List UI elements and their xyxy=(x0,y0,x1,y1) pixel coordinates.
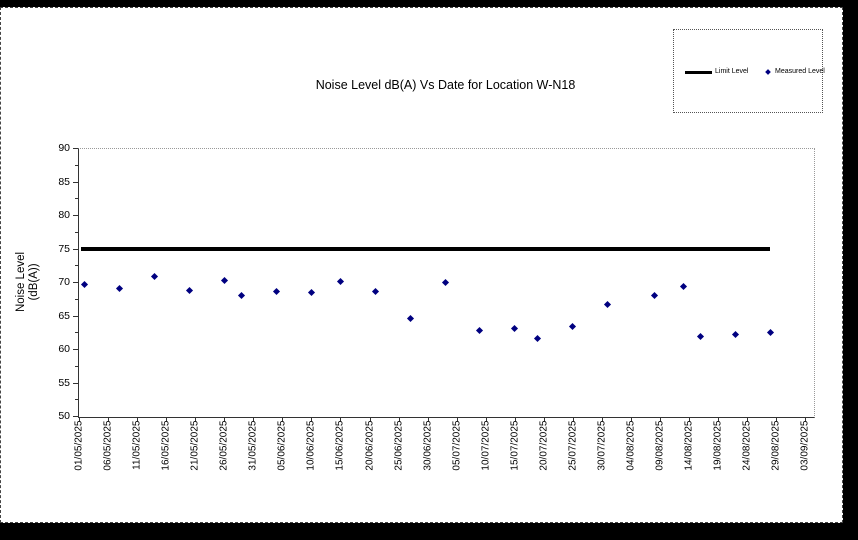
x-axis-tick xyxy=(253,417,255,421)
y-tick-label: 85 xyxy=(58,175,70,188)
y-axis-tick xyxy=(73,215,78,216)
x-axis-tick xyxy=(311,417,313,421)
y-axis-tick xyxy=(73,416,78,417)
y-tick-label: 55 xyxy=(58,376,70,389)
x-tick-label: 06/05/2025 xyxy=(102,420,114,471)
x-tick-label: 26/05/2025 xyxy=(218,420,230,471)
legend-row: Limit Level Measured Level xyxy=(674,30,825,112)
x-axis-tick xyxy=(689,417,691,421)
x-axis-tick xyxy=(660,417,661,421)
x-axis-tick xyxy=(805,417,807,421)
y-axis-tick xyxy=(73,282,78,283)
y-axis-tick xyxy=(73,382,78,384)
y-tick-label: 50 xyxy=(58,410,70,422)
x-tick-label: 30/06/2025 xyxy=(422,420,434,471)
y-axis-minor-tick xyxy=(75,332,78,334)
x-axis-tick xyxy=(108,417,110,421)
x-axis-tick xyxy=(718,417,720,421)
limit-line-legend-swatch xyxy=(685,71,712,74)
x-tick-label: 31/05/2025 xyxy=(247,420,259,471)
x-axis-tick xyxy=(514,417,516,421)
x-axis-tick xyxy=(340,417,342,421)
x-tick-label: 25/07/2025 xyxy=(567,420,579,471)
x-axis-tick xyxy=(485,417,487,421)
y-axis-minor-tick xyxy=(75,265,78,267)
y-axis-minor-tick xyxy=(75,164,78,166)
y-axis-minor-tick xyxy=(75,298,78,300)
x-axis-tick xyxy=(282,417,284,421)
x-axis-tick xyxy=(601,417,603,421)
x-axis-tick xyxy=(543,417,545,421)
x-tick-label: 14/08/2025 xyxy=(683,420,695,471)
y-tick-label: 75 xyxy=(58,242,70,255)
x-tick-label: 11/05/2025 xyxy=(131,420,143,470)
x-tick-label: 20/07/2025 xyxy=(538,420,550,471)
x-tick-label: 19/08/2025 xyxy=(712,420,724,471)
x-tick-label: 25/06/2025 xyxy=(393,420,405,471)
y-axis-tick xyxy=(73,349,78,350)
y-tick-label: 70 xyxy=(58,276,70,288)
x-tick-label: 10/07/2025 xyxy=(480,420,492,471)
x-tick-label: 21/05/2025 xyxy=(189,420,201,471)
y-axis-minor-tick xyxy=(75,231,78,233)
x-tick-label: 20/06/2025 xyxy=(364,420,375,471)
x-axis-tick xyxy=(166,417,168,421)
x-axis-tick xyxy=(137,417,139,421)
y-tick-label: 80 xyxy=(58,209,70,221)
measured-level-diamond-icon xyxy=(765,69,771,75)
x-axis-tick xyxy=(369,417,371,421)
x-axis-tick xyxy=(224,417,226,421)
x-tick-label: 30/07/2025 xyxy=(596,420,608,471)
x-axis-tick xyxy=(79,417,80,421)
x-tick-label: 03/09/2025 xyxy=(799,420,811,471)
x-tick-label: 16/05/2025 xyxy=(160,420,172,471)
x-tick-label: 05/07/2025 xyxy=(451,420,463,471)
x-tick-label: 10/06/2025 xyxy=(305,420,317,471)
y-axis-title-line1: Noise Level xyxy=(15,251,27,313)
legend-measured-label: Measured Level xyxy=(775,68,825,75)
x-tick-label: 24/08/2025 xyxy=(741,420,753,471)
chart-page: Noise Level dB(A) Vs Date for Location W… xyxy=(0,7,843,523)
legend-limit-label: Limit Level xyxy=(715,68,749,75)
y-tick-label: 90 xyxy=(58,142,70,154)
y-axis-minor-tick xyxy=(75,365,78,367)
x-tick-label: 04/08/2025 xyxy=(625,420,637,471)
x-tick-label: 15/06/2025 xyxy=(334,420,346,471)
chart-title: Noise Level dB(A) Vs Date for Location W… xyxy=(315,78,576,92)
y-tick-label: 65 xyxy=(58,309,70,322)
x-axis-tick xyxy=(572,417,574,421)
x-axis-tick xyxy=(630,417,632,421)
x-tick-label: 29/08/2025 xyxy=(770,420,782,471)
x-axis-tick xyxy=(456,417,458,421)
x-axis-tick xyxy=(398,417,400,421)
x-tick-label: 15/07/2025 xyxy=(509,420,521,471)
x-tick-label: 09/08/2025 xyxy=(654,420,666,471)
legend: Limit Level Measured Level xyxy=(673,29,825,113)
y-axis-minor-tick xyxy=(75,198,78,200)
y-tick-label: 60 xyxy=(58,343,70,355)
x-axis-tick xyxy=(195,417,197,421)
x-tick-label: 01/05/2025 xyxy=(73,420,85,471)
x-tick-label: 05/06/2025 xyxy=(276,420,288,471)
limit-level-line xyxy=(80,246,771,251)
x-axis-tick xyxy=(776,417,778,421)
y-axis-tick xyxy=(73,181,78,183)
y-axis-tick xyxy=(73,315,78,317)
x-axis-tick xyxy=(427,417,429,421)
y-axis-tick xyxy=(73,148,78,149)
x-axis-tick xyxy=(747,417,749,421)
y-axis-title: Noise Level (dB(A)) xyxy=(15,240,41,324)
y-axis-minor-tick xyxy=(75,399,78,401)
y-axis-tick xyxy=(73,248,78,250)
